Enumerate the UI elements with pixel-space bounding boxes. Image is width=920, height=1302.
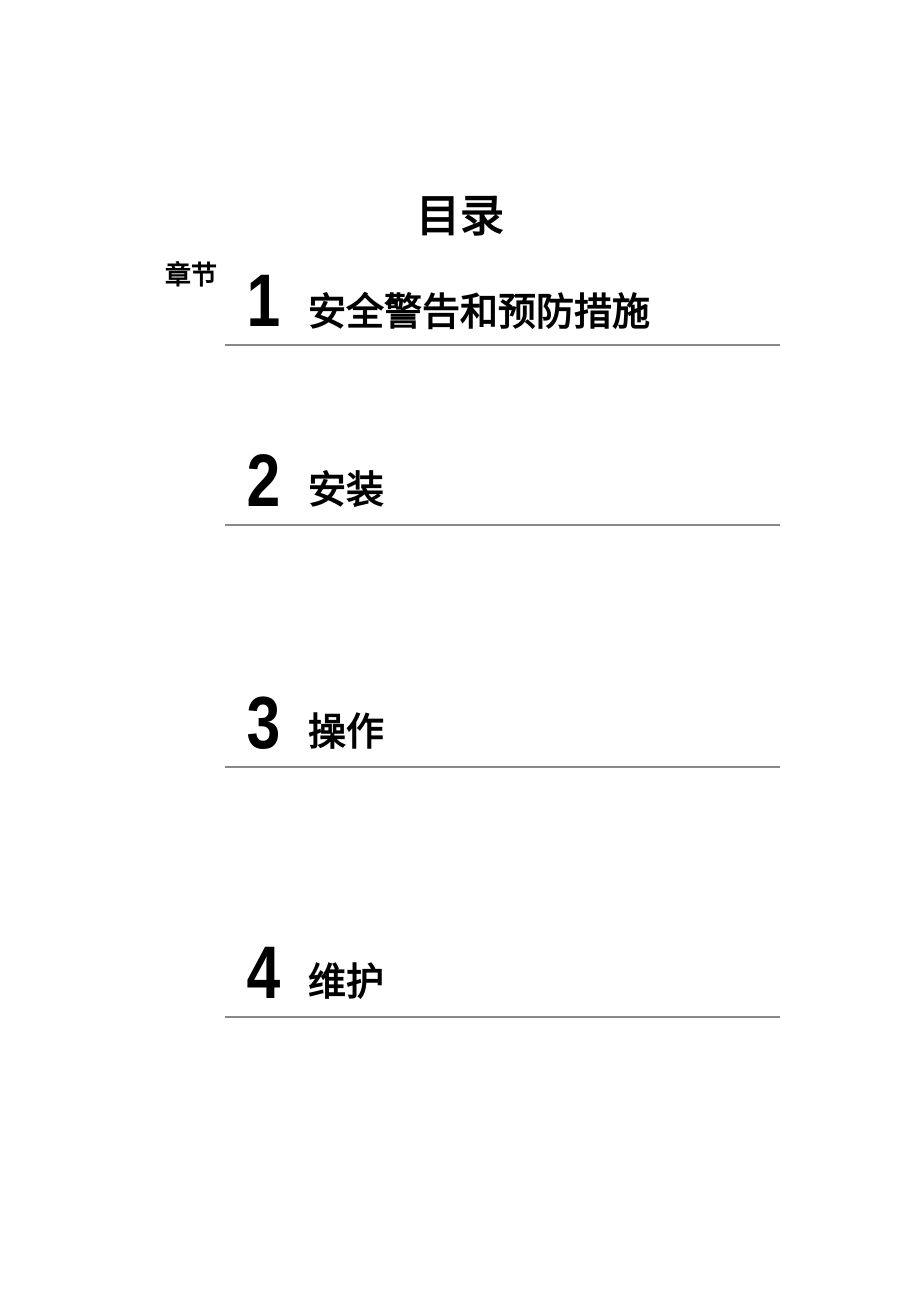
section-label: 章节 [165, 255, 217, 292]
toc-item: 2 安装 [225, 444, 780, 526]
toc-item: 3 操作 [225, 686, 780, 768]
toc-title: 安装 [300, 467, 780, 522]
toc-item: 4 维护 [225, 936, 780, 1018]
page-title: 目录 [0, 180, 920, 244]
toc-title: 操作 [300, 709, 780, 764]
toc-number: 2 [232, 444, 294, 518]
toc-number: 3 [232, 686, 294, 760]
toc-title: 安全警告和预防措施 [300, 289, 780, 342]
toc-number: 1 [232, 264, 294, 338]
toc-number: 4 [232, 936, 294, 1010]
toc-container: 1 安全警告和预防措施 2 安装 3 操作 4 维护 [225, 270, 780, 1018]
toc-item: 1 安全警告和预防措施 [225, 270, 780, 346]
toc-title: 维护 [300, 959, 780, 1014]
